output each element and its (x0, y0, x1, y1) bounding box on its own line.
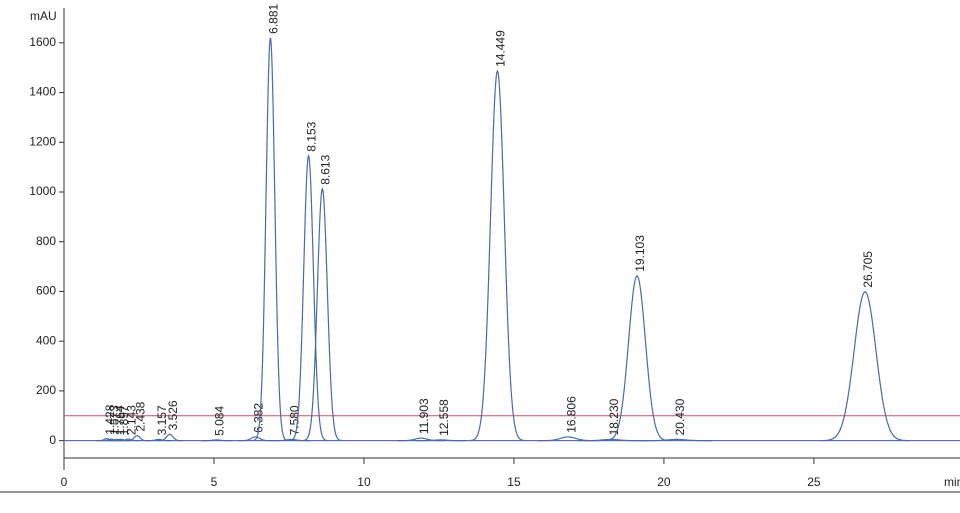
peak-label: 1.764 (113, 405, 127, 435)
peak (289, 153, 328, 442)
peak-label: 1.897 (117, 405, 131, 435)
peak-label: 7.580 (288, 405, 302, 435)
peak (821, 290, 909, 442)
peak (641, 438, 713, 442)
x-tick-label: 0 (61, 475, 68, 489)
x-tick-label: 5 (211, 475, 218, 489)
peak (117, 438, 140, 442)
x-tick-label: 20 (657, 475, 671, 489)
peak-label: 8.153 (305, 121, 319, 151)
peak (238, 436, 273, 442)
peak (201, 439, 232, 442)
peak (252, 37, 288, 442)
peak-label: 3.526 (166, 400, 180, 430)
peak-label: 14.449 (494, 30, 508, 67)
peak-label: 20.430 (673, 398, 687, 435)
x-tick-label: 15 (507, 475, 521, 489)
peak-label: 8.613 (319, 154, 333, 184)
peak-label: 3.157 (155, 405, 169, 435)
peak-label: 18.230 (607, 398, 621, 435)
peak-label: 6.382 (252, 403, 266, 433)
peak-label: 6.881 (267, 3, 281, 33)
peak-label: 16.806 (564, 396, 578, 433)
peak (125, 435, 149, 442)
y-tick-label: 600 (36, 284, 56, 298)
y-axis-label: mAU (30, 9, 57, 23)
peak-label: 26.705 (861, 251, 875, 288)
peak (302, 187, 343, 442)
x-axis-label: min (944, 475, 960, 489)
y-tick-label: 1400 (29, 85, 56, 99)
peak-label: 2.438 (133, 401, 147, 431)
y-tick-label: 1600 (29, 35, 56, 49)
peak-label: 12.558 (437, 399, 451, 436)
peak-label: 19.103 (633, 235, 647, 272)
y-tick-label: 400 (36, 333, 56, 347)
peak (146, 438, 172, 442)
x-tick-label: 10 (357, 475, 371, 489)
y-tick-label: 1200 (29, 134, 56, 148)
peak-label: 1.428 (103, 404, 117, 434)
peak-label: 2.143 (124, 405, 138, 435)
x-tick-label: 25 (807, 475, 821, 489)
peak (156, 433, 183, 442)
y-tick-label: 1000 (29, 184, 56, 198)
y-tick-label: 0 (49, 433, 56, 447)
y-tick-label: 200 (36, 383, 56, 397)
peak (603, 274, 671, 442)
peak (415, 439, 466, 442)
y-tick-label: 800 (36, 234, 56, 248)
peak-label: 5.084 (213, 406, 227, 436)
peak (469, 69, 525, 442)
peak-label: 11.903 (417, 398, 431, 434)
peak-label: 1.573 (107, 405, 121, 435)
